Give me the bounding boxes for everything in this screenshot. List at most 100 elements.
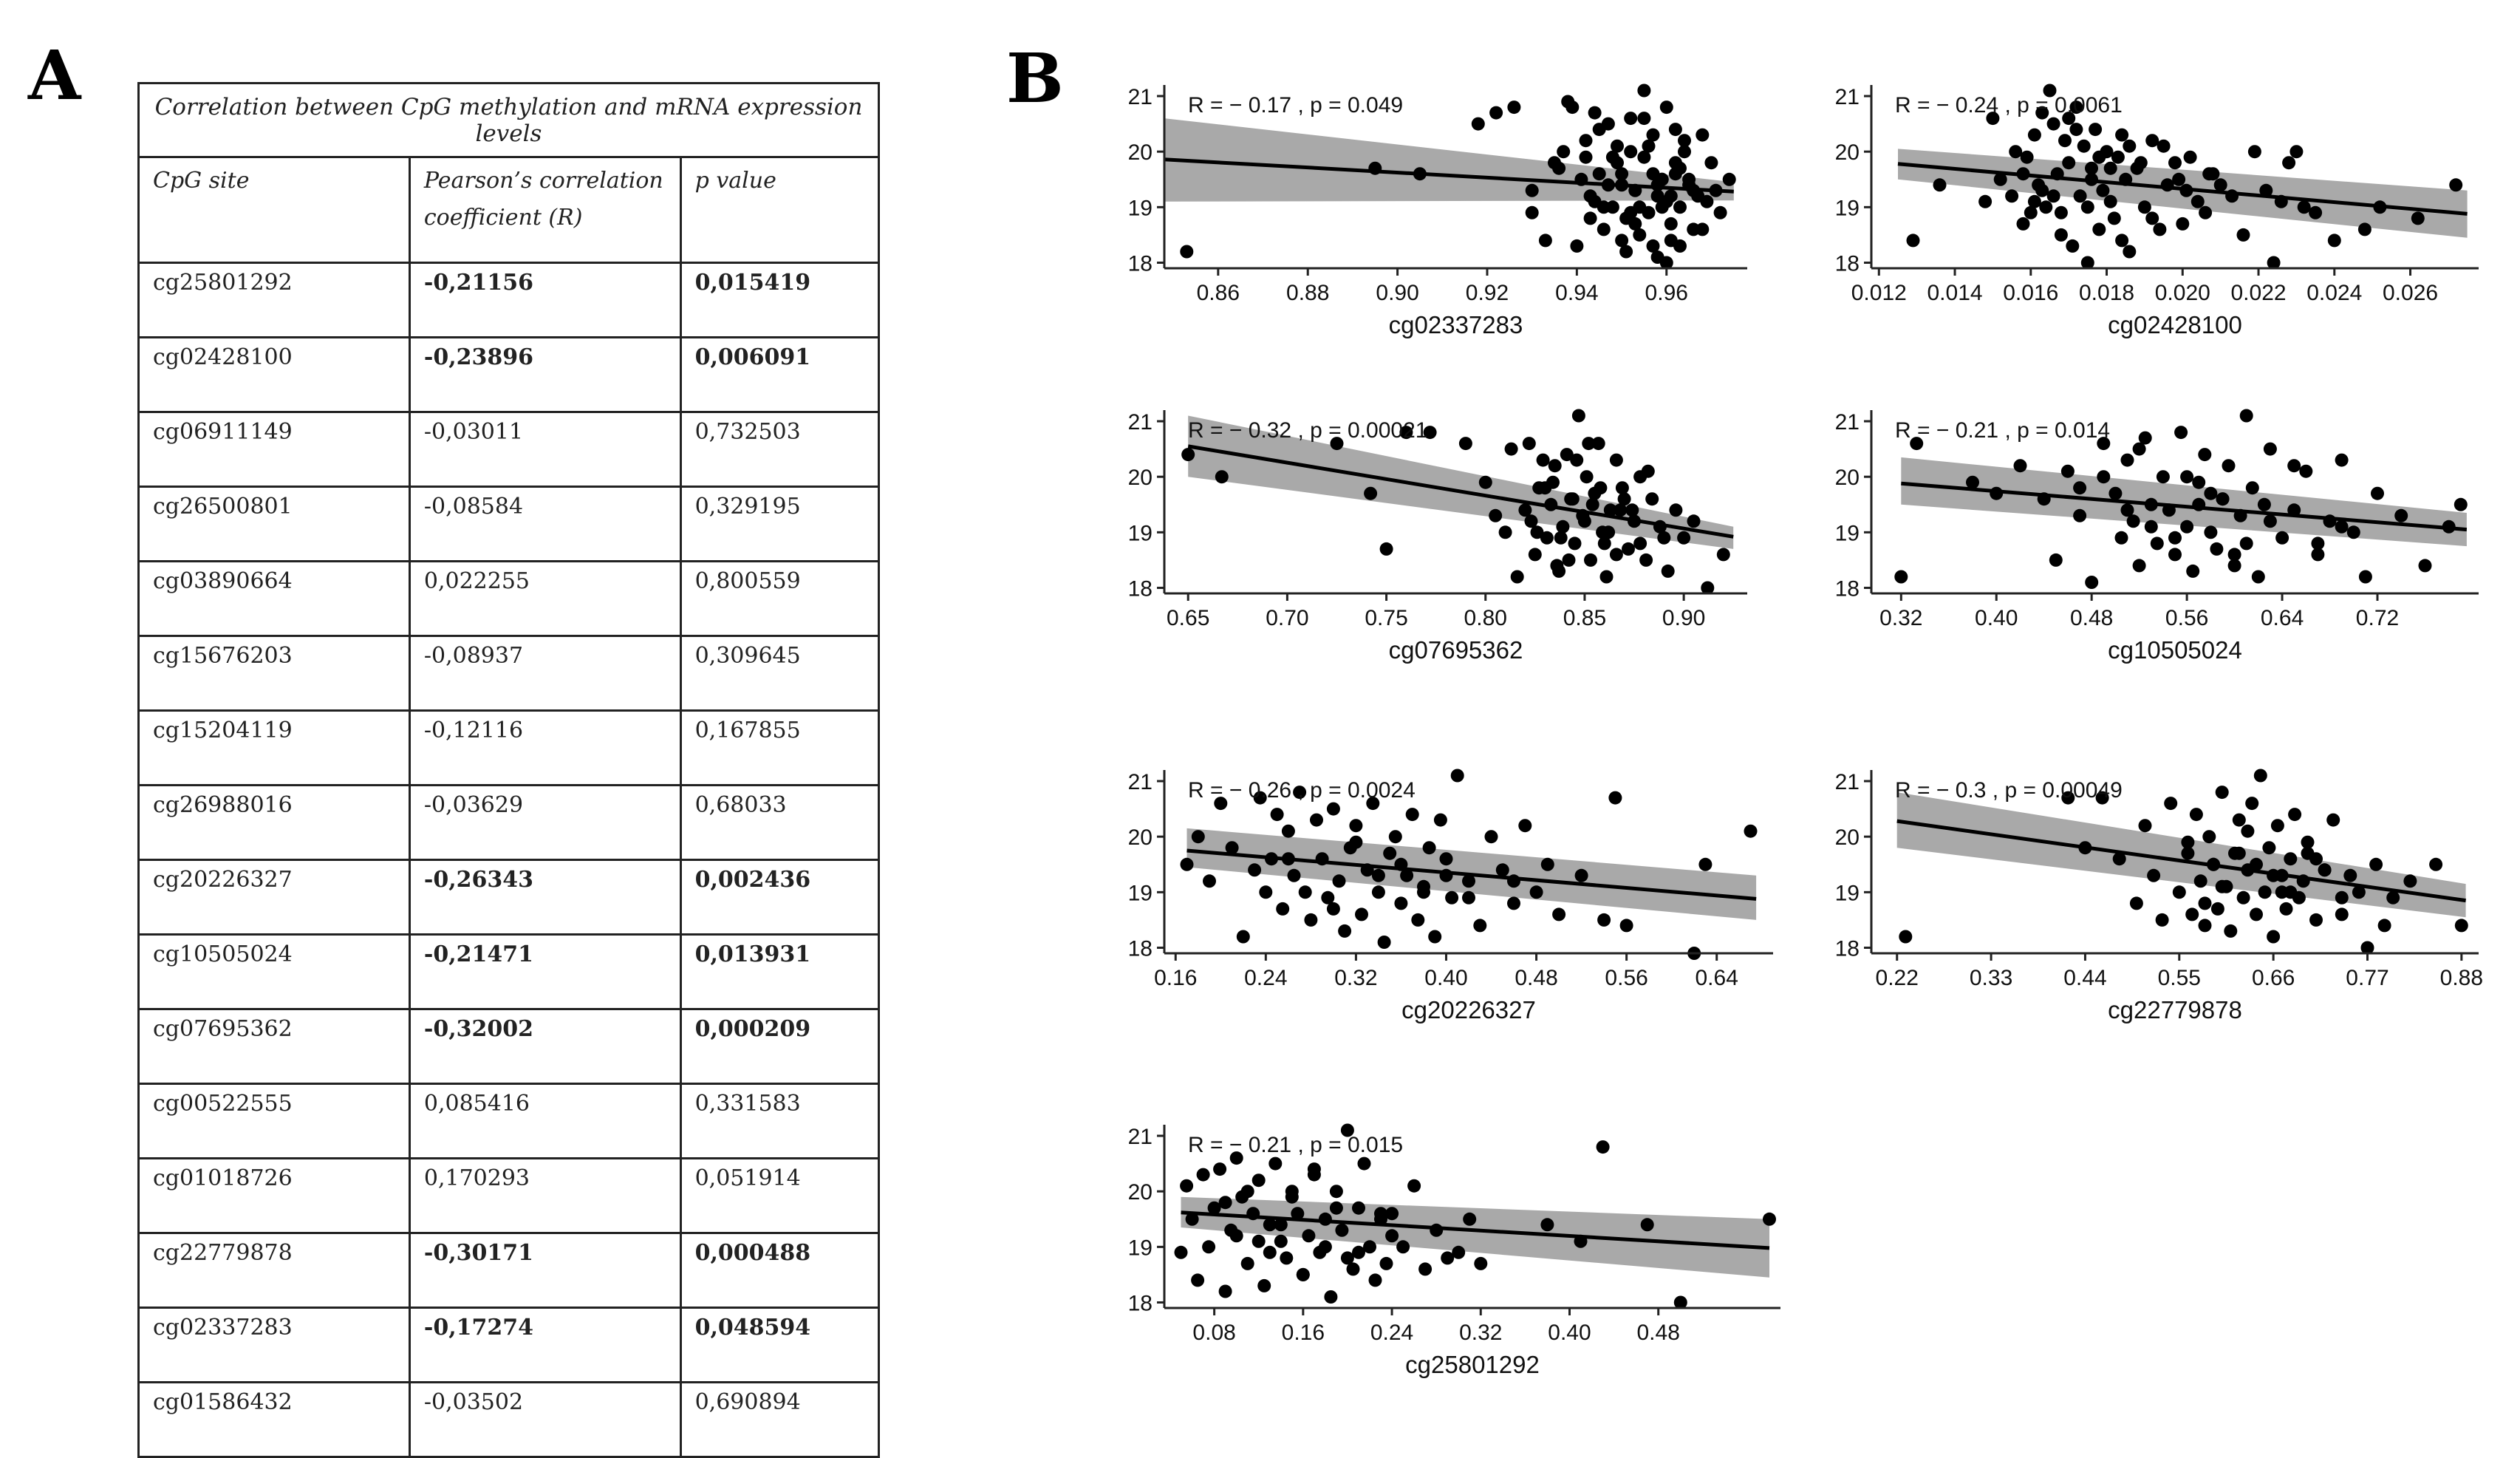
data-point: [2204, 525, 2218, 539]
data-point: [2138, 431, 2152, 445]
x-tick-label: 0.44: [2063, 966, 2106, 990]
data-point: [1522, 437, 1536, 451]
data-point: [1550, 559, 1564, 573]
data-point: [2245, 797, 2259, 811]
table-caption: Correlation between CpG methylation and …: [137, 82, 880, 158]
data-point: [2156, 470, 2170, 484]
y-tick-label: 20: [1128, 1180, 1153, 1205]
data-point: [2144, 520, 2158, 534]
data-point: [2168, 156, 2182, 170]
data-point: [1422, 841, 1436, 855]
confidence-band: [1164, 118, 1734, 202]
table-row: cg15204119 -0,12116 0,167855: [137, 709, 881, 786]
data-point: [1582, 437, 1596, 451]
data-point: [2103, 161, 2117, 175]
data-point: [1594, 481, 1608, 495]
data-point: [2097, 437, 2111, 451]
data-point: [1700, 194, 1714, 208]
data-point: [1619, 919, 1633, 933]
data-point: [1655, 172, 1669, 186]
data-point: [2062, 156, 2076, 170]
data-point: [1399, 426, 1413, 440]
x-tick-label: 0.48: [1637, 1321, 1680, 1345]
data-point: [2213, 178, 2227, 192]
data-point: [2073, 481, 2087, 495]
data-point: [2199, 205, 2213, 219]
data-point: [1346, 1262, 1360, 1276]
data-point: [1263, 1218, 1277, 1232]
data-point: [1307, 1162, 1321, 1176]
data-point: [1664, 189, 1678, 203]
y-tick-label: 20: [1835, 825, 1860, 850]
cell-correlation: -0,21471: [408, 933, 682, 1010]
data-point: [1615, 234, 1629, 248]
cell-correlation: -0,21156: [408, 262, 682, 338]
data-point: [1215, 470, 1229, 484]
data-point: [2054, 205, 2068, 219]
x-tick-label: 0.48: [2070, 606, 2113, 630]
data-point: [2095, 791, 2109, 805]
data-point: [2239, 409, 2253, 423]
x-axis-label: cg22779878: [2108, 996, 2242, 1023]
data-point: [1368, 1273, 1382, 1287]
data-point: [1570, 239, 1584, 253]
data-point: [2132, 559, 2146, 573]
data-point: [1588, 106, 1602, 120]
data-point: [1405, 808, 1419, 822]
cell-correlation: 0,085416: [408, 1083, 682, 1159]
cell-cpg-site: cg07695362: [137, 1008, 411, 1085]
data-point: [2335, 907, 2349, 922]
data-point: [2191, 194, 2205, 208]
y-tick-label: 21: [1128, 1125, 1153, 1149]
table-row: cg10505024 -0,21471 0,013931: [137, 933, 881, 1010]
data-point: [1899, 930, 1913, 944]
data-point: [1287, 868, 1301, 882]
data-point: [1682, 172, 1696, 186]
cell-p-value: 0,329195: [679, 486, 881, 562]
data-point: [1556, 520, 1570, 534]
data-point: [1338, 924, 1352, 938]
data-point: [1659, 256, 1673, 270]
data-point: [1340, 1251, 1354, 1265]
data-point: [2145, 211, 2159, 225]
data-point: [2027, 194, 2041, 208]
data-point: [2181, 835, 2195, 849]
data-point: [1518, 503, 1532, 517]
cell-p-value: 0,006091: [679, 336, 881, 413]
data-point: [2180, 470, 2194, 484]
r-statistic: R = − 0.32: [1188, 418, 1291, 443]
data-point: [1418, 1262, 1433, 1276]
data-point: [1529, 885, 1543, 899]
data-point: [1525, 183, 1539, 197]
data-point: [1274, 1234, 1288, 1248]
data-point: [2134, 156, 2148, 170]
data-point: [1462, 890, 1475, 905]
data-point: [1326, 902, 1340, 916]
data-point: [1355, 907, 1368, 922]
data-point: [2085, 576, 2099, 589]
data-point: [2299, 464, 2313, 478]
cell-cpg-site: cg15676203: [137, 635, 411, 712]
data-point: [1668, 123, 1682, 137]
data-point: [2204, 486, 2218, 500]
data-point: [1181, 448, 1195, 462]
data-point: [1433, 813, 1447, 827]
data-point: [2369, 857, 2383, 871]
data-point: [1664, 217, 1678, 231]
data-point: [1445, 890, 1459, 905]
data-point: [2258, 885, 2272, 899]
data-point: [1240, 1256, 1254, 1270]
cell-p-value: 0,048594: [679, 1307, 881, 1383]
data-point: [2222, 459, 2236, 473]
data-point: [1191, 1273, 1205, 1287]
data-point: [2150, 536, 2164, 551]
cell-cpg-site: cg26988016: [137, 784, 411, 861]
data-point: [1335, 1223, 1349, 1237]
data-point: [1174, 1245, 1188, 1259]
scatter-plot: 18 19 20 21 0.16 0.24 0.32 0.40 0.48 0.56 0.64 cg20…: [1128, 769, 1773, 1023]
data-point: [1507, 101, 1521, 115]
data-point: [2335, 520, 2349, 534]
x-tick-label: 0.77: [2346, 966, 2388, 990]
y-tick-label: 18: [1128, 1291, 1153, 1315]
data-point: [2267, 930, 2281, 944]
